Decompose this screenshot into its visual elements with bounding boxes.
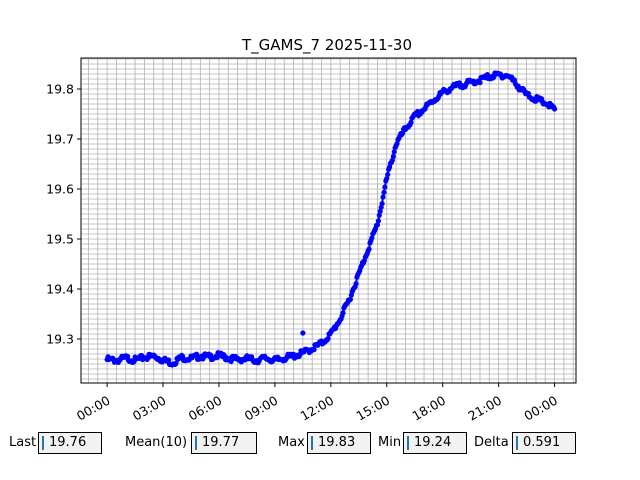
data-point-outlier bbox=[300, 330, 306, 336]
x-tick-label: 03:00 bbox=[130, 393, 169, 424]
data-point bbox=[391, 149, 397, 155]
data-point bbox=[379, 200, 385, 207]
y-tick-label: 19.5 bbox=[46, 232, 74, 247]
data-point bbox=[173, 360, 179, 366]
y-tick-label: 19.7 bbox=[46, 132, 74, 147]
x-tick-label: 18:00 bbox=[409, 393, 448, 424]
last-value-box[interactable]: 19.76 bbox=[38, 432, 102, 454]
data-point bbox=[311, 347, 317, 353]
chart-title: T_GAMS_7 2025-11-30 bbox=[241, 36, 412, 55]
data-point bbox=[166, 357, 172, 363]
data-point bbox=[340, 310, 346, 316]
x-tick-label: 15:00 bbox=[354, 393, 393, 424]
mean-label: Mean(10) bbox=[125, 435, 188, 450]
max-value-box[interactable]: 19.83 bbox=[307, 432, 371, 454]
x-tick-label: 00:00 bbox=[521, 393, 560, 424]
delta-value-box[interactable]: 0.591 bbox=[512, 432, 576, 454]
x-tick-label: 00:00 bbox=[74, 393, 113, 424]
max-label: Max bbox=[278, 435, 305, 450]
data-point bbox=[125, 353, 131, 360]
data-point bbox=[353, 281, 359, 287]
min-label: Min bbox=[378, 435, 402, 450]
y-tick-label: 19.4 bbox=[46, 282, 74, 297]
mean-value-box[interactable]: 19.77 bbox=[191, 432, 257, 454]
data-point bbox=[193, 351, 200, 357]
y-tick-label: 19.8 bbox=[46, 82, 74, 97]
x-tick-label: 12:00 bbox=[298, 393, 337, 424]
data-point bbox=[382, 184, 388, 190]
data-point bbox=[394, 141, 400, 147]
data-point bbox=[369, 235, 375, 241]
min-value-box[interactable]: 19.24 bbox=[403, 432, 467, 454]
plot-frame bbox=[80, 57, 577, 384]
data-point bbox=[376, 212, 382, 218]
last-label: Last bbox=[9, 435, 37, 450]
x-tick-label: 21:00 bbox=[465, 393, 504, 424]
data-point bbox=[408, 119, 414, 125]
data-point bbox=[381, 189, 387, 196]
data-point bbox=[380, 194, 386, 200]
data-point bbox=[477, 80, 483, 86]
data-point bbox=[385, 171, 391, 178]
data-point bbox=[347, 296, 354, 303]
data-point bbox=[325, 336, 331, 342]
data-point bbox=[551, 106, 558, 112]
data-point bbox=[375, 218, 381, 224]
x-tick-label: 06:00 bbox=[186, 393, 225, 424]
x-tick-label: 09:00 bbox=[242, 393, 281, 424]
y-tick-label: 19.6 bbox=[46, 182, 74, 197]
data-point bbox=[377, 208, 383, 214]
data-point bbox=[390, 153, 396, 160]
y-tick-label: 19.3 bbox=[46, 332, 74, 347]
delta-label: Delta bbox=[474, 435, 509, 450]
data-point bbox=[374, 222, 381, 228]
data-point bbox=[384, 175, 390, 182]
data-point bbox=[366, 246, 372, 252]
